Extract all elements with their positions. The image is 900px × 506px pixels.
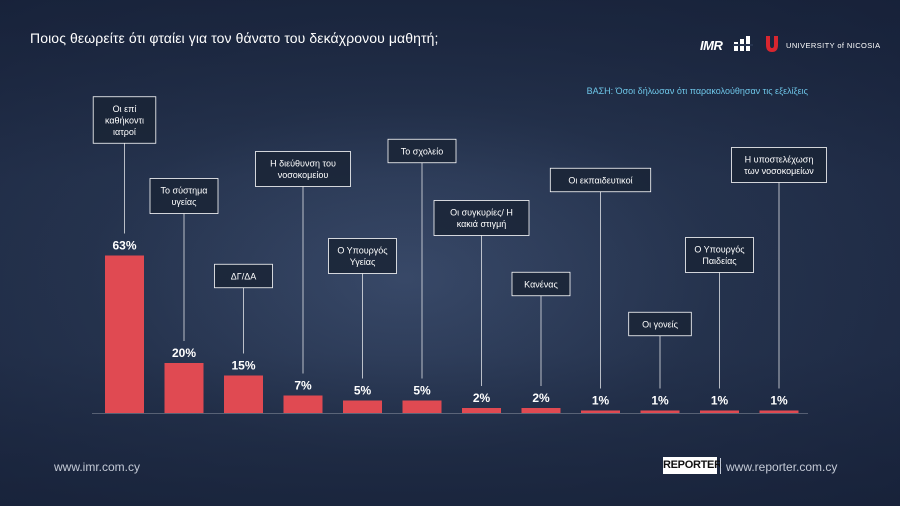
reporter-logo: REPORTER [663,457,722,474]
value-label: 63% [112,239,136,253]
value-label: 2% [473,391,491,405]
bar [640,410,680,413]
category-box [149,178,219,214]
category-label: Ο Υπουργός [337,246,388,256]
bar [462,408,501,413]
category-box [433,200,530,236]
value-label: 7% [294,379,312,393]
category-label: Το σύστημα [161,186,208,196]
logo-strip: IMR UNIVERSITY of NICOSIA [700,34,880,56]
category-label: ιατροί [113,127,136,137]
value-label: 5% [413,384,431,398]
imr-logo: IMR [700,38,723,53]
bar [343,400,382,413]
category-box [685,237,754,273]
basis-note: ΒΑΣΗ: Όσοι δήλωσαν ότι παρακολούθησαν τι… [586,86,808,96]
category-label: των νοσοκομείων [744,166,814,176]
category-label: Η υποστελέχωση [745,155,814,165]
value-label: 15% [231,359,255,373]
footer-separator [720,458,721,474]
value-label: 1% [651,394,669,408]
bar [283,395,323,413]
value-label: 1% [770,394,788,408]
bar [224,375,263,413]
category-label: Η διεύθυνση του [270,159,336,169]
unic-logo-text: UNIVERSITY of NICOSIA [786,41,881,50]
category-label: Οι εκπαιδευτικοί [568,175,632,185]
category-label: κακιά στιγμή [457,219,507,229]
category-box [214,263,273,289]
chart-title: Ποιος θεωρείτε ότι φταίει για τον θάνατο… [30,30,439,46]
value-label: 20% [172,346,196,360]
bar [164,363,204,413]
category-box [255,151,351,187]
bar [402,400,442,413]
bar [700,410,739,413]
category-label: ΔΓ/ΔΑ [231,271,256,281]
category-label: Υγείας [350,257,376,267]
category-label: Οι γονείς [642,319,679,329]
unic-logo-icon [766,36,778,52]
category-label: καθήκοντι [105,115,144,125]
category-label: Κανένας [524,279,558,289]
bar [581,410,620,413]
category-box [92,96,157,144]
category-box [628,311,692,337]
category-box [549,167,652,193]
bar [521,408,561,413]
value-label: 2% [532,391,550,405]
category-box [511,271,571,297]
partner-logo-icon [733,36,753,51]
category-label: Οι συγκυρίες/ Η [450,208,513,218]
category-label: Το σχολείο [401,146,443,156]
category-label: υγείας [172,197,198,207]
value-label: 1% [592,394,610,408]
category-label: Παιδείας [702,256,737,266]
reporter-website[interactable]: www.reporter.com.cy [726,460,838,474]
category-box [731,147,827,183]
value-label: 1% [711,394,729,408]
category-label: Ο Υπουργός [694,245,745,255]
bar [759,410,799,413]
imr-website[interactable]: www.imr.com.cy [54,460,141,474]
category-box [328,238,397,274]
category-label: νοσοκομείου [278,170,329,180]
value-label: 5% [354,384,372,398]
category-label: Οι επί [113,104,137,114]
bar [105,255,144,413]
category-box [387,138,457,164]
